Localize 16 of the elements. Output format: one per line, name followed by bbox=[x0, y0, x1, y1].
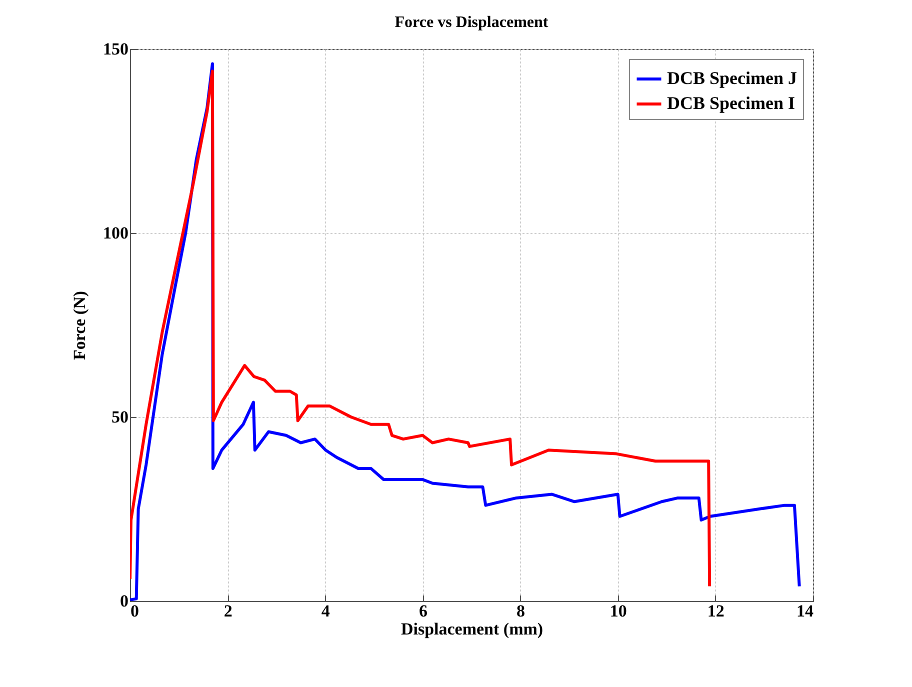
y-axis-title: Force (N) bbox=[70, 290, 89, 360]
y-tick-label: 150 bbox=[103, 40, 128, 58]
chart-title: Force vs Displacement bbox=[394, 14, 549, 31]
x-axis-title: Displacement (mm) bbox=[400, 620, 544, 638]
legend-label: DCB Specimen I bbox=[667, 93, 796, 113]
x-tick-label: 8 bbox=[516, 602, 526, 620]
legend-label: DCB Specimen J bbox=[667, 68, 797, 88]
x-tick-label: 10 bbox=[610, 602, 627, 620]
x-tick-label: 14 bbox=[796, 602, 814, 620]
x-tick-label: 6 bbox=[418, 602, 428, 620]
x-tick-label: 4 bbox=[321, 602, 330, 620]
x-tick-label: 12 bbox=[707, 602, 724, 620]
y-tick-label: 100 bbox=[103, 224, 128, 242]
line-series bbox=[130, 70, 712, 588]
x-tick-label: 2 bbox=[224, 602, 232, 620]
y-tick-label: 50 bbox=[112, 408, 128, 426]
